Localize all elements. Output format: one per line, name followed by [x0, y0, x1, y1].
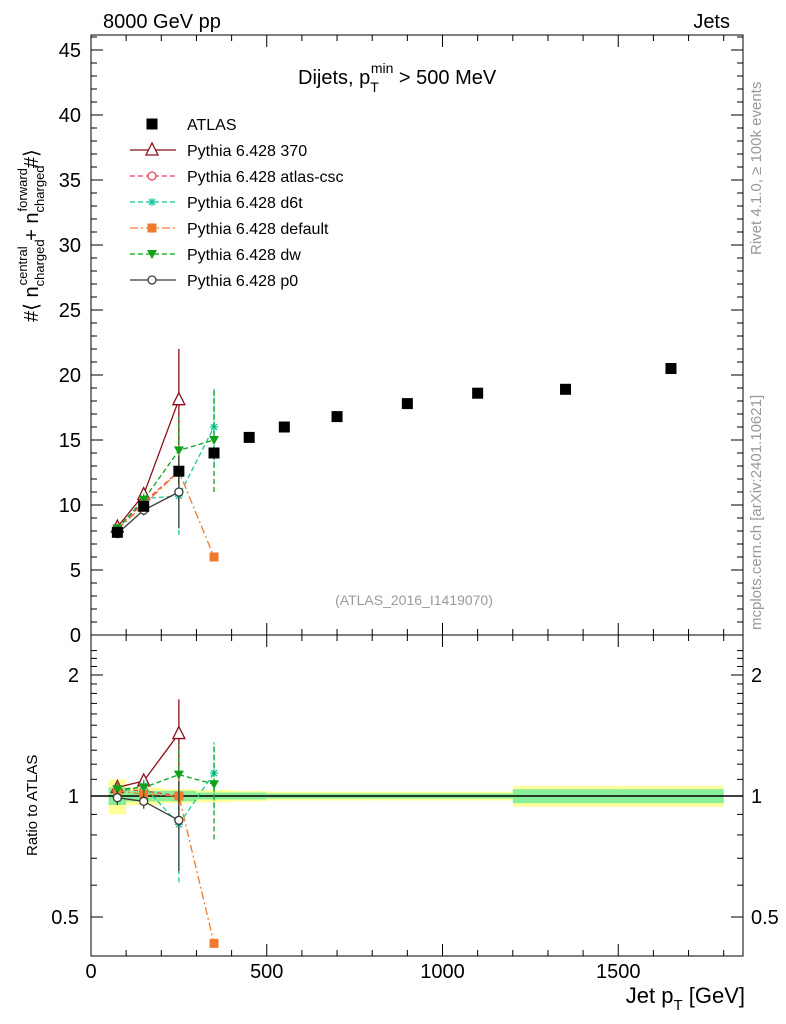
y-tick-label: 10: [59, 495, 81, 517]
ratio-series-line: [117, 773, 215, 790]
ratio-series-point: [138, 783, 149, 793]
legend-label: Pythia 6.428 atlas-csc: [187, 169, 344, 186]
energy-label: 8000 GeV pp: [103, 11, 221, 33]
ratio-y-tick-label-right: 1: [751, 786, 762, 808]
star-stroke: [148, 198, 156, 206]
legend-marker: [144, 141, 160, 156]
ratio-series-point: [171, 725, 186, 740]
atlas-data-point: [472, 387, 484, 399]
atlas-data-point: [278, 421, 290, 433]
main-series-point: [138, 495, 149, 505]
ratio-series-line: [117, 790, 215, 944]
main-series-line: [116, 439, 215, 529]
atlas-data-point: [560, 383, 572, 395]
main-series-point: [174, 487, 184, 497]
y-tick-label: 35: [59, 170, 81, 192]
ratio-series-point: [112, 785, 123, 795]
y-tick-label: 20: [59, 365, 81, 387]
legend-label: Pythia 6.428 370: [187, 143, 307, 160]
legend-label: Pythia 6.428 default: [187, 221, 329, 238]
legend-label: Pythia 6.428 dw: [187, 247, 301, 264]
ratio-series-point: [174, 815, 184, 825]
main-series-point: [209, 436, 220, 445]
main-series-point: [171, 391, 186, 406]
atlas-data-point: [111, 526, 123, 538]
x-tick-label: 1500: [596, 961, 641, 983]
ratio-y-tick-label-right: 2: [751, 665, 762, 687]
y-tick-label: 5: [70, 560, 81, 582]
atlas-data-point: [208, 447, 220, 459]
atlas-data-point: [243, 431, 255, 443]
x-tick-label: 0: [85, 961, 96, 983]
legend-label: Pythia 6.428 d6t: [187, 195, 303, 212]
ratio-y-axis-label: Ratio to ATLAS: [24, 755, 41, 856]
ratio-series-point: [173, 770, 184, 780]
ratio-series-point: [112, 793, 123, 803]
legend-marker: [147, 223, 157, 233]
legend-marker: [148, 198, 156, 206]
x-tick-label: 1000: [420, 961, 465, 983]
atlas-data-point: [331, 411, 343, 423]
y-tick-label: 0: [70, 625, 81, 647]
atlas-data-point: [665, 363, 677, 374]
legend-atlas-label: ATLAS: [187, 117, 237, 134]
main-series-point: [209, 552, 219, 562]
process-label: Jets: [693, 11, 730, 33]
ratio-y-tick-label: 1: [68, 786, 79, 808]
legend-marker: [147, 171, 157, 181]
x-axis-label: Jet pT [GeV]: [626, 983, 745, 1014]
atlas-data-point: [138, 500, 150, 512]
ratio-plot-frame: [90, 634, 744, 957]
legend-marker: [147, 275, 157, 285]
y-tick-label: 40: [59, 105, 81, 127]
main-y-axis-label: #⟨ nchargedcentral + nchargedforward#⟩: [15, 149, 47, 322]
y-tick-label: 15: [59, 430, 81, 452]
atlas-data-point: [173, 465, 185, 477]
ratio-y-tick-label-right: 0.5: [751, 907, 779, 929]
ratio-y-tick-label: 2: [68, 665, 79, 687]
x-tick-label: 500: [250, 961, 283, 983]
y-tick-label: 25: [59, 300, 81, 322]
main-title: Dijets, pTmin > 500 MeV: [298, 60, 497, 95]
ratio-series-line: [117, 733, 180, 789]
analysis-watermark: (ATLAS_2016_I1419070): [335, 592, 493, 608]
legend-atlas-marker: [146, 118, 158, 130]
legend-marker: [147, 250, 157, 259]
y-tick-label: 45: [59, 40, 81, 62]
rivet-version-label: Rivet 4.1.0, ≥ 100k events: [748, 82, 765, 255]
ratio-series-point: [209, 938, 219, 948]
mcplots-source-label: mcplots.cern.ch [arXiv:2401.10621]: [748, 395, 765, 630]
main-series-line: [116, 470, 215, 558]
main-series-point: [173, 446, 184, 456]
ratio-series-point: [209, 780, 220, 790]
ratio-series-point: [139, 796, 149, 806]
ratio-y-tick-label: 0.5: [51, 907, 79, 929]
legend-label: Pythia 6.428 p0: [187, 273, 298, 290]
atlas-data-point: [401, 398, 413, 410]
y-tick-label: 30: [59, 235, 81, 257]
